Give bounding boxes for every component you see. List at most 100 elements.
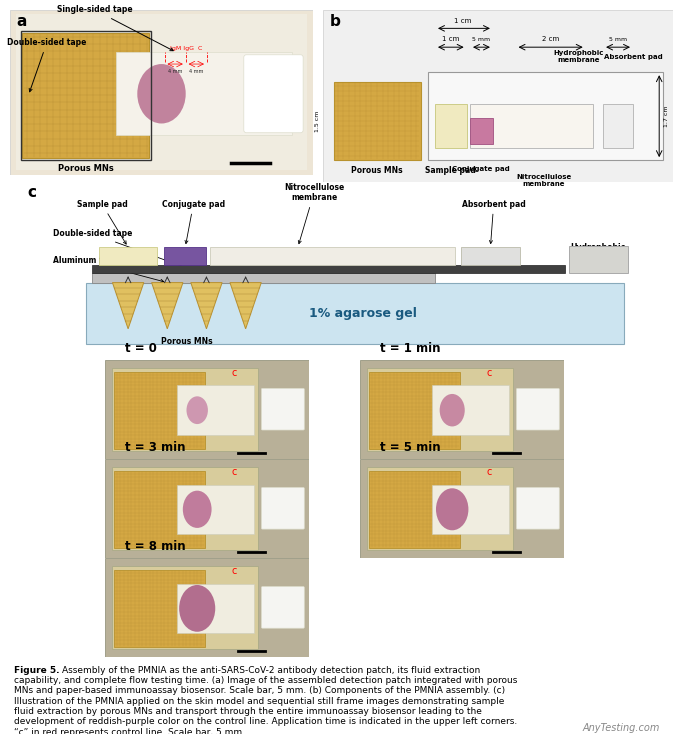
Text: Conjugate pad: Conjugate pad <box>162 200 225 244</box>
FancyBboxPatch shape <box>86 283 624 344</box>
Text: capability, and complete flow testing time. (a) Image of the assembled detection: capability, and complete flow testing ti… <box>14 676 517 685</box>
FancyBboxPatch shape <box>262 487 304 529</box>
Text: Figure 5.: Figure 5. <box>14 666 59 675</box>
FancyBboxPatch shape <box>333 81 421 160</box>
Text: Porous MNs: Porous MNs <box>58 164 114 173</box>
Ellipse shape <box>186 396 208 424</box>
Text: 1 cm: 1 cm <box>442 37 460 43</box>
Ellipse shape <box>436 488 469 530</box>
Text: c: c <box>231 467 237 476</box>
Text: Porous MNs: Porous MNs <box>352 167 403 175</box>
FancyBboxPatch shape <box>360 459 564 558</box>
Text: Porous MNs: Porous MNs <box>161 337 213 346</box>
FancyBboxPatch shape <box>116 53 292 135</box>
Text: Illustration of the PMNIA applied on the skin model and sequential still frame i: Illustration of the PMNIA applied on the… <box>14 697 504 705</box>
Text: Absorbent pad: Absorbent pad <box>462 200 526 244</box>
Text: Single-sided tape: Single-sided tape <box>57 5 173 51</box>
FancyBboxPatch shape <box>177 484 254 534</box>
FancyBboxPatch shape <box>432 484 509 534</box>
FancyBboxPatch shape <box>105 459 309 558</box>
FancyBboxPatch shape <box>22 33 150 159</box>
Text: 2 cm: 2 cm <box>542 37 559 43</box>
Ellipse shape <box>137 64 186 123</box>
FancyBboxPatch shape <box>517 487 560 529</box>
FancyBboxPatch shape <box>92 266 566 273</box>
Ellipse shape <box>440 394 464 426</box>
FancyBboxPatch shape <box>369 371 460 449</box>
FancyBboxPatch shape <box>432 385 509 435</box>
Text: 1% agarose gel: 1% agarose gel <box>309 308 417 321</box>
FancyBboxPatch shape <box>428 72 663 160</box>
FancyBboxPatch shape <box>367 467 513 550</box>
Text: c: c <box>486 368 492 377</box>
FancyBboxPatch shape <box>114 470 205 548</box>
Text: t = 3 min: t = 3 min <box>124 441 185 454</box>
Text: 5 mm: 5 mm <box>609 37 627 43</box>
Ellipse shape <box>183 490 211 528</box>
Text: 1.7 cm: 1.7 cm <box>664 106 669 127</box>
Text: fluid extraction by porous MNs and transport through the entire immunoassay bios: fluid extraction by porous MNs and trans… <box>14 707 481 716</box>
FancyBboxPatch shape <box>16 15 307 170</box>
Text: MNs and paper-based immunoassay biosensor. Scale bar, 5 mm. (b) Components of th: MNs and paper-based immunoassay biosenso… <box>14 686 505 695</box>
FancyBboxPatch shape <box>568 247 628 273</box>
FancyBboxPatch shape <box>112 566 258 649</box>
Text: a: a <box>16 15 27 29</box>
Text: Aluminum foil: Aluminum foil <box>53 255 164 283</box>
FancyBboxPatch shape <box>164 247 207 266</box>
Text: Absorbent pad: Absorbent pad <box>604 54 662 59</box>
Text: 1 cm: 1 cm <box>454 18 472 23</box>
Text: Conjugate pad: Conjugate pad <box>452 167 510 172</box>
FancyBboxPatch shape <box>262 388 304 430</box>
Text: Nitrocellulose
membrane: Nitrocellulose membrane <box>284 183 344 244</box>
FancyBboxPatch shape <box>177 385 254 435</box>
Text: t = 8 min: t = 8 min <box>124 540 186 553</box>
Polygon shape <box>112 283 143 329</box>
FancyBboxPatch shape <box>603 103 633 148</box>
FancyBboxPatch shape <box>360 360 564 459</box>
Text: Assembly of the PMNIA as the anti-SARS-CoV-2 antibody detection patch, its fluid: Assembly of the PMNIA as the anti-SARS-C… <box>62 666 480 675</box>
FancyBboxPatch shape <box>369 470 460 548</box>
Text: Double-sided tape: Double-sided tape <box>7 38 86 92</box>
Text: t = 5 min: t = 5 min <box>379 441 441 454</box>
Polygon shape <box>191 283 222 329</box>
FancyBboxPatch shape <box>114 371 205 449</box>
FancyBboxPatch shape <box>209 247 454 266</box>
Text: Sample pad: Sample pad <box>426 167 476 175</box>
Text: 1.5 cm: 1.5 cm <box>316 110 320 131</box>
Text: c: c <box>486 467 492 476</box>
Ellipse shape <box>179 585 216 632</box>
FancyBboxPatch shape <box>105 558 309 657</box>
Text: Double-sided tape: Double-sided tape <box>53 229 197 272</box>
Text: b: b <box>330 14 341 29</box>
Polygon shape <box>152 283 183 329</box>
FancyBboxPatch shape <box>517 388 560 430</box>
FancyBboxPatch shape <box>244 55 303 133</box>
FancyBboxPatch shape <box>10 10 313 175</box>
Text: “c” in red represents control line. Scale bar, 5 mm.: “c” in red represents control line. Scal… <box>14 727 245 734</box>
FancyBboxPatch shape <box>112 368 258 451</box>
FancyBboxPatch shape <box>470 117 493 145</box>
Text: development of reddish-purple color on the control line. Application time is ind: development of reddish-purple color on t… <box>14 717 517 726</box>
Text: 4 mm: 4 mm <box>189 69 203 74</box>
Polygon shape <box>230 283 261 329</box>
FancyBboxPatch shape <box>177 584 254 633</box>
Text: t = 1 min: t = 1 min <box>379 342 440 355</box>
FancyBboxPatch shape <box>112 467 258 550</box>
FancyBboxPatch shape <box>105 360 309 459</box>
Text: AnyTesting.com: AnyTesting.com <box>583 722 660 733</box>
Text: 5 mm: 5 mm <box>472 37 490 43</box>
Text: c: c <box>231 566 237 575</box>
FancyBboxPatch shape <box>323 10 673 182</box>
Text: Hydrophobic
membrane: Hydrophobic membrane <box>554 50 604 63</box>
Text: t = 0: t = 0 <box>124 342 156 355</box>
Text: Sample pad: Sample pad <box>77 200 127 244</box>
Text: Hydrophobic
membrane: Hydrophobic membrane <box>571 243 626 263</box>
FancyBboxPatch shape <box>367 368 513 451</box>
Text: IgM IgG  C: IgM IgG C <box>169 46 202 51</box>
FancyBboxPatch shape <box>92 273 435 283</box>
Text: 4 mm: 4 mm <box>168 69 182 74</box>
Text: c: c <box>231 368 237 377</box>
FancyBboxPatch shape <box>470 103 593 148</box>
FancyBboxPatch shape <box>262 586 304 628</box>
Text: c: c <box>27 185 36 200</box>
